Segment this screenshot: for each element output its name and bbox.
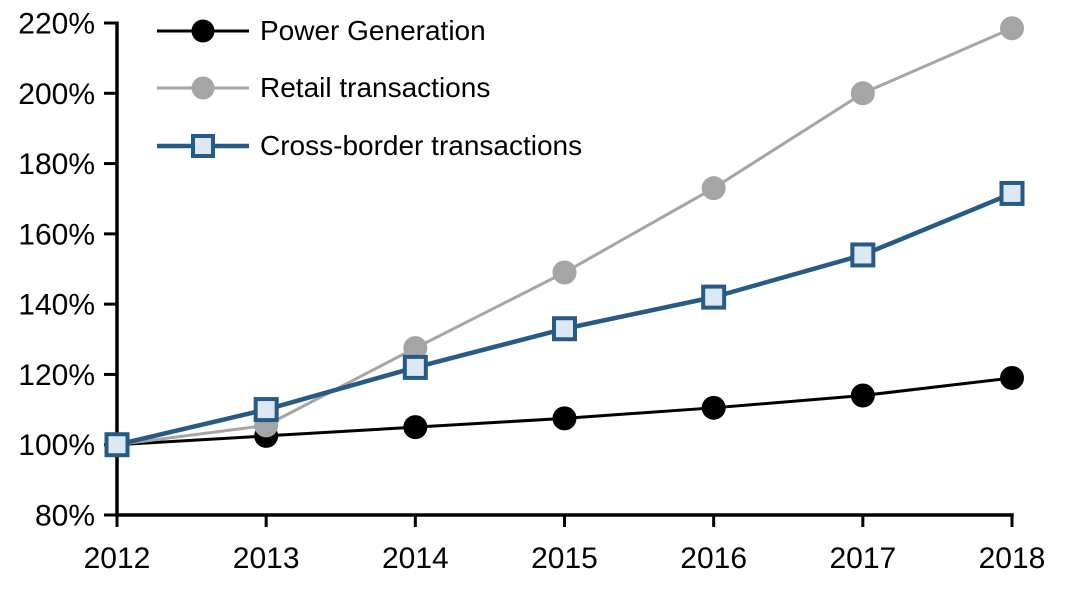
y-axis-tick-label: 140% <box>18 289 95 322</box>
marker-power-generation-2015 <box>552 406 577 431</box>
y-axis-tick-label: 200% <box>18 78 95 111</box>
x-axis-tick-label: 2018 <box>979 542 1046 575</box>
marker-cross-border-transactions-2012 <box>104 432 130 458</box>
marker-retail-transactions-2016 <box>701 176 726 201</box>
legend-label-retail-transactions: Retail transactions <box>260 72 491 104</box>
series-power-generation <box>105 365 1024 457</box>
marker-power-generation-2017 <box>850 383 875 408</box>
y-axis-tick-label: 100% <box>18 429 95 462</box>
marker-power-generation-2016 <box>701 395 726 420</box>
marker-retail-transactions-2015 <box>552 260 577 285</box>
y-axis-tick-label: 160% <box>18 218 95 251</box>
y-axis-tick-label: 120% <box>18 359 95 392</box>
series-cross-border-transactions <box>104 180 1025 458</box>
y-axis: 80% 100% 120% 140% 160% 180% 200% 220% <box>18 8 119 533</box>
legend-item-power-generation: Power Generation <box>157 2 582 60</box>
marker-power-generation-2018 <box>1000 365 1024 390</box>
legend-sample-marker <box>191 133 215 158</box>
marker-cross-border-transactions-2018 <box>999 180 1025 206</box>
legend: Power Generation Retail transactions Cro… <box>157 2 582 175</box>
legend-sample-marker <box>191 19 215 43</box>
legend-label-power-generation: Power Generation <box>260 14 486 46</box>
x-axis-tick-label: 2012 <box>84 542 151 575</box>
legend-label-cross-border-transactions: Cross-border transactions <box>260 129 583 161</box>
x-axis-tick-label: 2015 <box>531 542 598 575</box>
y-axis-tick-label: 180% <box>18 148 95 181</box>
marker-cross-border-transactions-2015 <box>552 316 577 342</box>
x-axis: 2012 2013 2014 2015 2016 2017 2018 <box>84 513 1046 575</box>
legend-sample-retail-transactions-icon <box>157 76 249 100</box>
marker-retail-transactions-2018 <box>1000 16 1024 41</box>
marker-cross-border-transactions-2017 <box>850 242 876 268</box>
y-axis-tick-label: 80% <box>35 500 95 533</box>
legend-item-retail-transactions: Retail transactions <box>157 60 582 118</box>
marker-cross-border-transactions-2014 <box>402 354 428 380</box>
x-axis-tick-label: 2017 <box>829 542 896 575</box>
y-axis-tick-label: 220% <box>18 8 95 41</box>
legend-sample-marker <box>191 76 215 100</box>
x-axis-tick-label: 2016 <box>680 542 747 575</box>
legend-sample-power-generation-icon <box>157 19 249 43</box>
x-axis-tick-label: 2013 <box>233 542 300 575</box>
x-axis-tick-label: 2014 <box>382 542 449 575</box>
marker-power-generation-2014 <box>403 415 428 440</box>
legend-item-cross-border-transactions: Cross-border transactions <box>157 117 582 175</box>
marker-retail-transactions-2017 <box>850 81 875 106</box>
marker-cross-border-transactions-2016 <box>701 284 727 310</box>
marker-retail-transactions-2014 <box>403 336 428 361</box>
marker-cross-border-transactions-2013 <box>253 397 279 423</box>
legend-sample-cross-border-transactions-icon <box>157 133 249 158</box>
